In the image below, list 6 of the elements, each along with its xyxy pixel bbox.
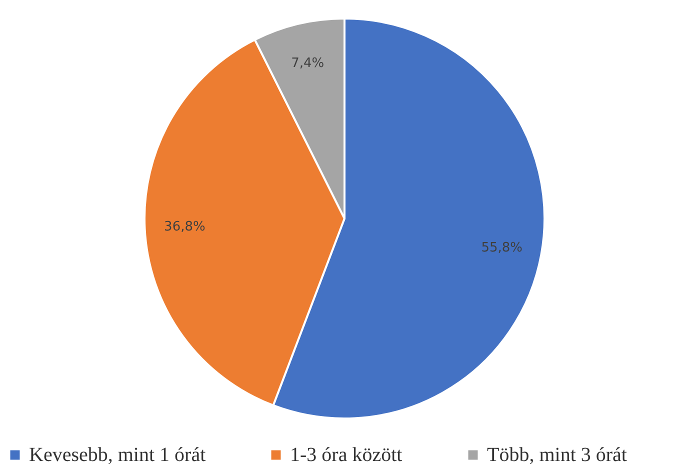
legend-label: Kevesebb, mint 1 órát [29, 444, 206, 466]
data-label: 7,4% [291, 56, 324, 71]
legend-label: Több, mint 3 órát [487, 444, 628, 466]
data-label: 36,8% [164, 220, 206, 235]
data-label: 55,8% [481, 240, 523, 256]
legend-label: 1-3 óra között [290, 444, 403, 466]
